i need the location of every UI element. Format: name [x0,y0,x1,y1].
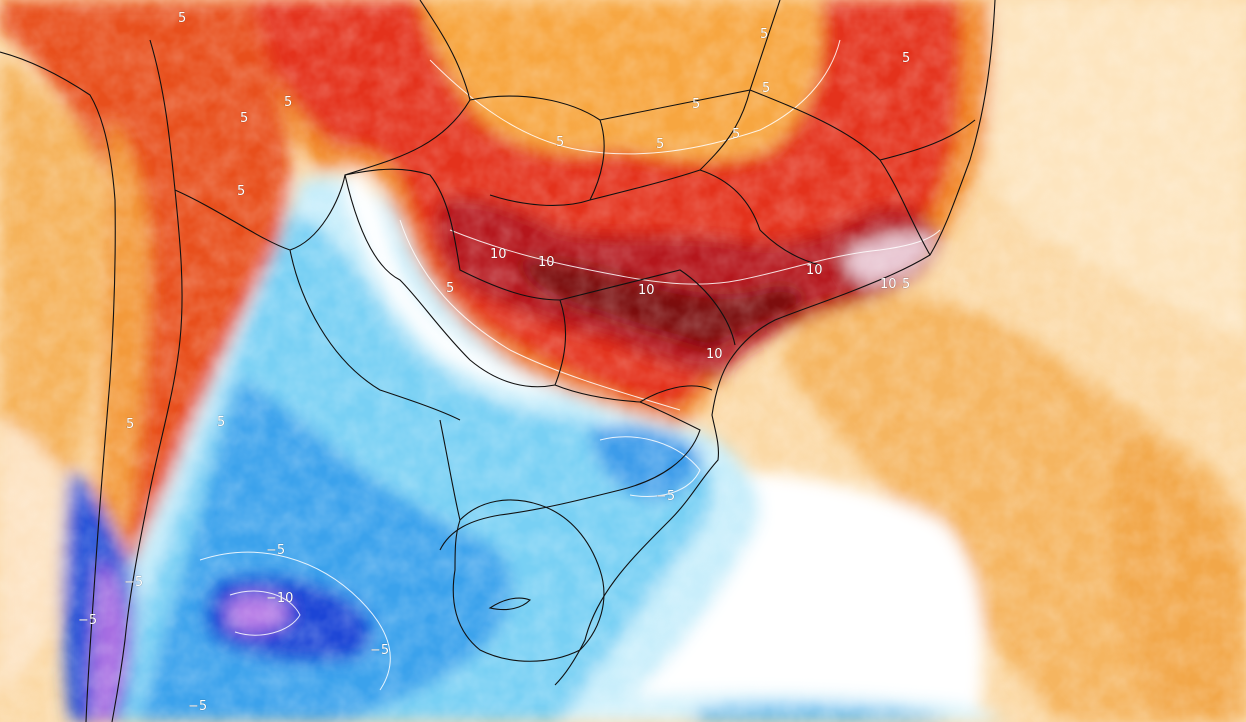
contour-label-south-neg5c: −5 [124,575,143,590]
contour-label-andes-5e: 5 [126,417,134,432]
contour-label-andes-5f: 5 [217,415,225,430]
argentina-internal-1 [289,249,461,421]
contour-label-brazil-north-5g: 5 [902,51,910,66]
atlantic-coastline [554,0,996,686]
contour-label-south-10: 10 [706,347,723,362]
brazil-state-lines-2 [599,0,781,121]
argentina-brazil-border [439,384,701,551]
contour-label-rs-coast-neg5: −5 [656,489,675,504]
contour-label-warm-10c: 10 [638,283,655,298]
brazil-state-lines-1 [469,95,605,206]
brazil-state-lines-4 [559,269,736,346]
contour-label-warm-10d: 10 [806,263,823,278]
contour-label-andes-north-5b: 5 [284,95,292,110]
brazil-state-lines-7 [879,119,976,161]
contour-label-andes-5c: 5 [240,111,248,126]
contour-label-andes-south-neg5b: −5 [188,699,207,714]
contour-lines [199,39,941,691]
paraguay-border [344,168,566,388]
contour-label-brazil-north-5d: 5 [732,127,740,142]
contour-label-patagonia-neg10: −10 [266,591,293,606]
contour-label-brazil-north-5b: 5 [692,97,700,112]
contour-label-brazil-north-5a: 5 [760,27,768,42]
contour-label-andes-north-5a: 5 [178,11,186,26]
contour-neg5-rs [599,436,701,497]
brazil-state-lines-5 [749,89,931,256]
contour-label-coast-10e: 10 [880,277,897,292]
contour-10-core [449,229,941,285]
contour-label-brazil-north-5f: 5 [556,135,564,150]
contour-label-paraguay-5: 5 [446,281,454,296]
contour-5-north [429,39,841,155]
brazil-state-lines-6 [639,385,713,403]
contour-label-coast-5: 5 [902,277,910,292]
pacific-coastline [0,51,116,722]
chile-argentina-border [111,39,183,722]
contour-5-edge [399,219,681,411]
contour-label-brazil-north-5c: 5 [762,81,770,96]
contour-label-patagonia-neg5b: −5 [370,643,389,658]
uruguay-border [452,499,605,662]
contour-label-andes-south-neg5: −5 [78,613,97,628]
contour-label-patagonia-neg5a: −5 [266,543,285,558]
contour-label-brazil-north-5e: 5 [656,137,664,152]
boundaries [0,0,996,722]
contour-label-warm-10b: 10 [538,255,555,270]
contour-labels: 5 5 5 5 5 5 5 5 5 5 5 5 5 5 10 10 10 10 … [78,11,911,715]
contour-label-andes-5d: 5 [237,184,245,199]
contour-label-warm-10a: 10 [490,247,507,262]
brazil-state-lines-8 [699,89,751,171]
lagoon-shape [488,597,531,611]
contour-neg5-south [199,551,391,691]
contour-neg10-core [229,590,301,636]
argentina-internal-2 [439,419,461,521]
brazil-state-lines-3 [589,169,821,266]
